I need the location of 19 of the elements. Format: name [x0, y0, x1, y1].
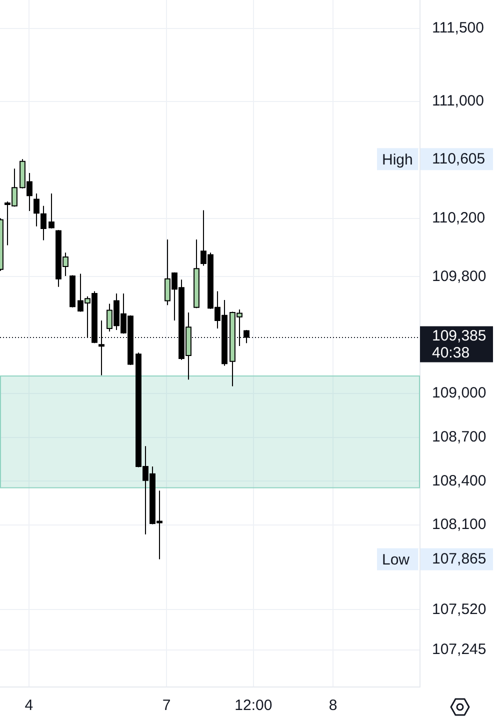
- x-tick-label: 8: [328, 697, 338, 714]
- y-tick-label: 111,000: [432, 92, 484, 110]
- y-tick-label: 110,200: [432, 209, 486, 226]
- x-tick-label: 7: [162, 697, 171, 714]
- y-tick-label: 109,800: [432, 268, 486, 285]
- y-tick-label: 107,245: [432, 640, 486, 658]
- annotation: Low: [382, 551, 410, 568]
- y-tick-label: 109,000: [432, 384, 486, 402]
- y-tick-label: 107,520: [432, 600, 486, 618]
- ref-line-label: 109,385 40:38: [432, 327, 486, 362]
- x-tick-label: 4: [24, 697, 34, 714]
- annotation: High: [382, 151, 413, 168]
- y-tick-label: 108,700: [432, 428, 486, 446]
- y-tick-label: 111,500: [432, 20, 484, 37]
- y-tick-label: 108,400: [432, 472, 486, 490]
- x-tick-label: 12:00: [234, 697, 272, 714]
- y-tick-label: 107,865: [432, 550, 486, 568]
- y-tick-label: 108,100: [432, 516, 486, 534]
- y-tick-label: 110,605: [432, 150, 486, 168]
